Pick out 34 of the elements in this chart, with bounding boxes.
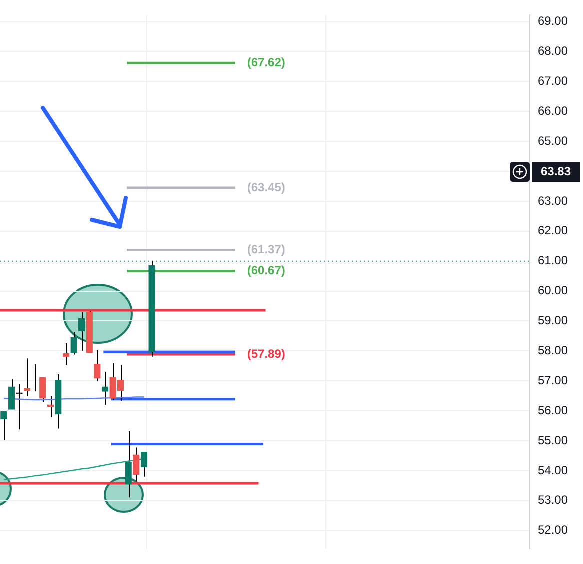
y-tick-label: 52.00 [538,523,568,538]
y-tick-label: 68.00 [538,44,568,58]
y-tick-label: 54.00 [538,463,568,478]
y-tick-label: 58.00 [538,343,568,358]
y-tick-label: 63.00 [538,194,568,208]
ref-line-label: (67.62) [247,55,286,70]
text: 63.83 [540,164,572,178]
candlestick [70,332,78,356]
y-tick-label: 69.00 [538,14,568,28]
y-tick-label: 65.00 [538,134,568,148]
y-tick-label: 60.00 [538,284,568,298]
y-tick-label: 66.00 [538,104,568,118]
candlestick [94,349,101,382]
candlestick [125,430,132,498]
candlestick [0,411,8,441]
y-tick-label: 53.00 [538,493,568,508]
y-tick-label: 62.00 [538,224,568,238]
y-tick-label: 55.00 [538,433,568,448]
y-tick-label: 57.00 [538,373,568,388]
candlestick [8,378,16,410]
y-tick-label: 67.00 [538,74,568,88]
candlestick [140,452,148,478]
candlestick [40,377,46,403]
ref-line-label: (63.45) [247,180,286,194]
ref-line-label: (60.67) [247,264,286,278]
ref-line-label: (61.37) [247,242,286,257]
candlestick [133,447,140,482]
y-tick-label: 61.00 [538,254,568,268]
candlestick [47,396,54,418]
candlestick [102,371,109,406]
y-tick-label: 59.00 [538,314,568,328]
y-tick-label: 56.00 [538,403,568,418]
candlestick [78,312,86,352]
ref-line-label: (57.89) [247,346,286,361]
